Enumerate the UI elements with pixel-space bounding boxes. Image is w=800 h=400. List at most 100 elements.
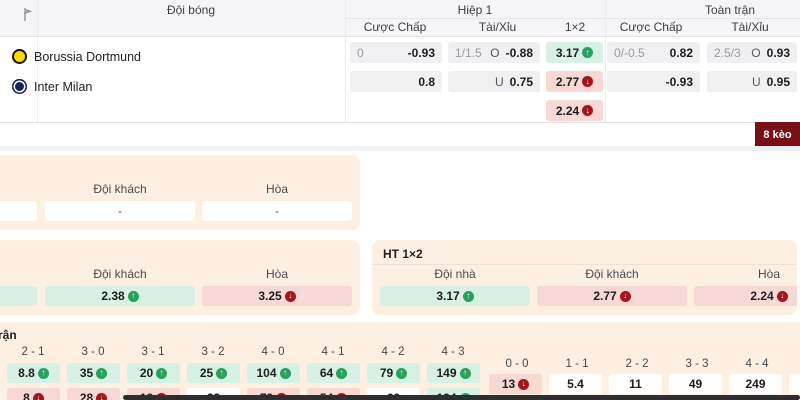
odds-home-clipped[interactable] — [0, 286, 37, 306]
column-group-first-half: Hiệp 1 — [457, 3, 493, 17]
arrow-up-circle-icon — [37, 367, 49, 379]
total-line: 2.5/3 — [714, 45, 741, 60]
odds-value: - — [118, 204, 122, 218]
handicap-line: 0/-0.5 — [614, 45, 645, 60]
odds-home[interactable]: 3.17 — [380, 286, 530, 306]
score-odds[interactable]: 79 — [367, 363, 420, 383]
odds-value: 5.4 — [567, 377, 584, 391]
odds-value: 0.95 — [766, 74, 790, 89]
odds-value: 28 — [79, 391, 94, 400]
odds-h1-handicap-home[interactable]: 0 -0.93 — [350, 42, 442, 63]
home-header: Đội nhà — [434, 267, 476, 281]
card-ft-result: Đội khách Hòa - - — [0, 155, 360, 230]
odds-h1-under-away[interactable]: U 0.75 — [448, 71, 540, 92]
arrow-up-circle-icon — [279, 367, 291, 379]
column-header-team: Đội bóng — [166, 3, 216, 17]
odds-draw[interactable]: 3.25 — [202, 286, 352, 306]
card-title-fragment: trận — [0, 328, 17, 342]
odds-value: 249 — [745, 377, 766, 391]
divider — [605, 0, 606, 122]
odds-value: -0.88 — [505, 45, 533, 60]
odds-value: 2.77 — [593, 289, 617, 303]
over-label: O — [490, 45, 500, 60]
odds-value: 0.93 — [766, 45, 790, 60]
score-odds[interactable]: 20 — [127, 363, 180, 383]
odds-draw[interactable]: 2.24 — [694, 286, 797, 306]
score-header: 4 - 3 — [441, 346, 465, 358]
column-group-full-time: Toàn trận — [704, 3, 756, 17]
draw-header: Hòa — [265, 267, 288, 281]
odds-count-badge[interactable]: 8 kèo — [755, 122, 800, 147]
column-header-h1-over-under: Tài/Xỉu — [478, 20, 517, 34]
horizontal-scrollbar[interactable] — [123, 395, 800, 400]
arrow-down-circle-icon — [619, 290, 631, 302]
arrow-down-circle-icon — [32, 392, 44, 400]
arrow-up-circle-icon — [336, 367, 348, 379]
score-odds[interactable]: 149 — [427, 363, 480, 383]
odds-value: - — [275, 204, 279, 218]
card-fh-result: Đội khách Hòa 2.38 3.25 — [0, 240, 360, 315]
score-odds[interactable]: 28 — [67, 388, 120, 400]
odds-value: 64 — [319, 366, 334, 380]
score-header: 4 - 0 — [261, 346, 285, 358]
away-header: Đội khách — [585, 267, 639, 281]
score-odds[interactable]: 8 — [7, 388, 60, 400]
arrow-down-circle-icon — [582, 76, 594, 87]
score-odds[interactable]: 25 — [187, 363, 240, 383]
under-label: U — [751, 74, 761, 89]
odds-ft-handicap-away[interactable]: -0.93 — [607, 71, 700, 92]
arrow-down-circle-icon — [518, 378, 530, 390]
odds-value: 3.17 — [436, 289, 460, 303]
odds-value: 20 — [139, 366, 154, 380]
arrow-up-circle-icon — [396, 367, 408, 379]
arrow-down-circle-icon — [776, 290, 788, 302]
home-team-name: Borussia Dortmund — [34, 49, 141, 64]
score-odds[interactable]: 11 — [609, 374, 662, 394]
score-odds[interactable]: 64 — [307, 363, 360, 383]
card-ht-1x2: HT 1×2 Đội nhà Đội khách Hòa 3.17 2.77 2… — [372, 240, 797, 315]
score-odds[interactable]: 49 — [669, 374, 722, 394]
odds-h1-handicap-away[interactable]: 0.8 — [350, 71, 442, 92]
arrow-down-circle-icon — [284, 290, 296, 302]
odds-away[interactable]: 2.77 — [537, 286, 687, 306]
score-header: 3 - 0 — [81, 346, 105, 358]
score-header: 3 - 1 — [141, 346, 165, 358]
score-odds[interactable]: 8.8 — [7, 363, 60, 383]
borussia-dortmund-logo — [12, 49, 27, 64]
odds-value: 0.8 — [418, 74, 435, 89]
score-odds[interactable]: 35 — [67, 363, 120, 383]
handicap-line: 0 — [357, 45, 364, 60]
odds-value: 11 — [629, 377, 642, 391]
odds-value: -0.93 — [407, 45, 435, 60]
away-header: Đội khách — [93, 267, 147, 281]
odds-ft-handicap-home[interactable]: 0/-0.5 0.82 — [607, 42, 700, 63]
column-header-h1-handicap: Cược Chấp — [363, 20, 427, 34]
score-odds[interactable]: 5.4 — [549, 374, 602, 394]
odds-home-clipped[interactable] — [0, 201, 37, 221]
odds-value: 49 — [688, 377, 703, 391]
arrow-up-circle-icon — [462, 290, 474, 302]
odds-1x2-draw[interactable]: 2.24 — [546, 100, 603, 121]
score-header: 2 - 2 — [625, 358, 649, 370]
score-odds-clipped[interactable] — [789, 374, 800, 394]
score-odds[interactable]: 13 — [489, 374, 542, 394]
odds-ft-under-away[interactable]: U 0.95 — [707, 71, 797, 92]
score-odds[interactable]: 249 — [729, 374, 782, 394]
odds-value: 35 — [79, 366, 94, 380]
odds-1x2-home[interactable]: 3.17 — [546, 42, 603, 63]
odds-away[interactable]: - — [45, 201, 195, 221]
card-title: HT 1×2 — [383, 247, 423, 261]
score-odds[interactable]: 104 — [247, 363, 300, 383]
odds-value: 25 — [199, 366, 214, 380]
away-header: Đội khách — [93, 182, 147, 196]
odds-ft-over-home[interactable]: 2.5/3 O 0.93 — [707, 42, 797, 63]
total-line: 1/1.5 — [455, 45, 482, 60]
odds-h1-over-home[interactable]: 1/1.5 O -0.88 — [448, 42, 540, 63]
odds-draw[interactable]: - — [202, 201, 352, 221]
column-header-ft-handicap: Cược Chấp — [619, 20, 683, 34]
odds-1x2-away[interactable]: 2.77 — [546, 71, 603, 92]
odds-value: 0.75 — [509, 74, 533, 89]
odds-away[interactable]: 2.38 — [45, 286, 195, 306]
draw-header: Hòa — [757, 267, 780, 281]
odds-value: 2.24 — [750, 289, 774, 303]
